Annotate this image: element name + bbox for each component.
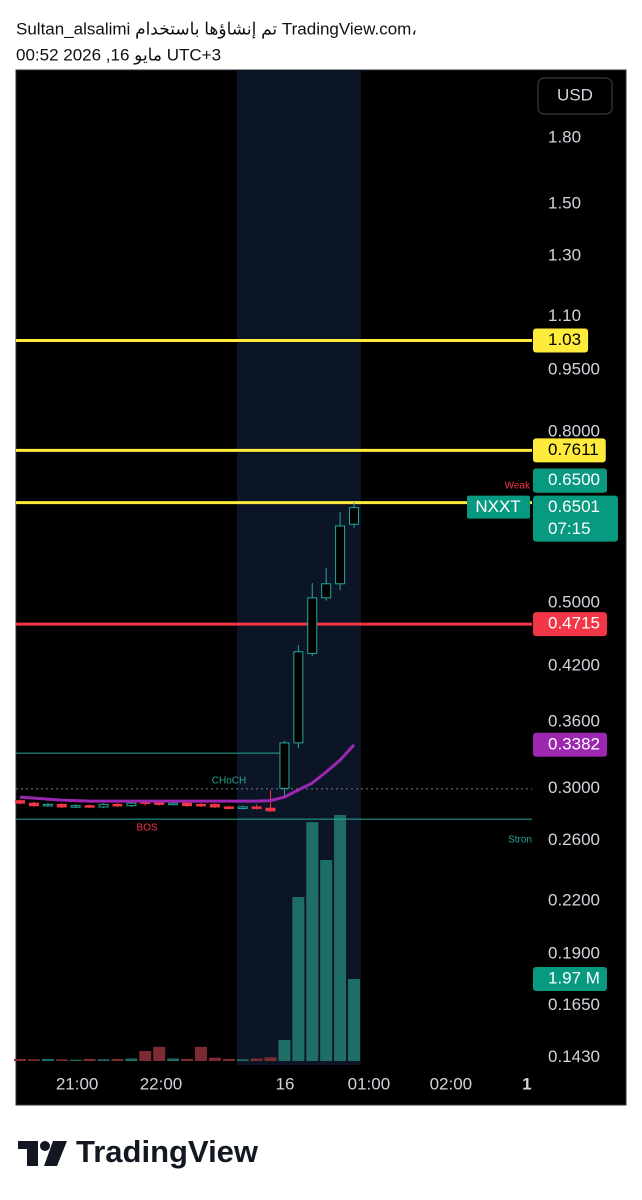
- y-tick-label: 0.5000: [548, 592, 600, 611]
- candle-body: [349, 507, 360, 525]
- candle-body: [168, 802, 179, 806]
- candle-body: [195, 803, 206, 807]
- candle-body: [182, 802, 193, 807]
- price-tag-label: 0.4715: [548, 614, 600, 633]
- header-line: Sultan_alsalimi تم إنشاؤها باستخدام Trad…: [16, 19, 417, 39]
- candle-body: [15, 800, 26, 804]
- volume-bar: [41, 1058, 54, 1061]
- candle-body: [293, 651, 304, 744]
- volume-bar: [139, 1051, 152, 1061]
- candle-body: [223, 806, 234, 809]
- volume-tag-label: 1.97 M: [548, 968, 600, 987]
- candle-body: [126, 802, 137, 807]
- volume-bar: [14, 1058, 27, 1061]
- price-tag-label: 0.6500: [548, 470, 600, 489]
- y-tick-label: 1.30: [548, 245, 581, 264]
- candle-body: [307, 597, 318, 654]
- structure-note: Stron: [508, 835, 532, 846]
- y-tick-label: 0.8000: [548, 422, 600, 441]
- y-tick-label: 0.2600: [548, 830, 600, 849]
- x-tick-label: 22:00: [140, 1074, 183, 1093]
- price-tag: [533, 328, 589, 353]
- price-tag: [533, 612, 607, 637]
- symbol-label: NXXT: [475, 497, 520, 516]
- price-tag: [533, 732, 607, 757]
- y-tick-label: 0.1430: [548, 1047, 600, 1066]
- volume-bar: [167, 1058, 180, 1061]
- volume-bar: [250, 1058, 263, 1061]
- x-tick-label: 16: [276, 1074, 295, 1093]
- volume-bar: [236, 1059, 249, 1061]
- volume-bar: [181, 1058, 194, 1061]
- volume-bar: [264, 1057, 277, 1061]
- price-tag-label: 0.7611: [548, 440, 599, 459]
- x-tick-label: 01:00: [348, 1074, 391, 1093]
- volume-tag: [533, 967, 607, 991]
- candle-body: [42, 803, 53, 807]
- candle-body: [98, 803, 109, 808]
- candle-body: [209, 803, 220, 808]
- volume-bar: [348, 979, 361, 1061]
- price-tag: [533, 438, 606, 463]
- x-tick-label: 21:00: [56, 1074, 99, 1093]
- volume-bar: [320, 859, 333, 1061]
- y-tick-label: 0.4200: [548, 656, 600, 675]
- y-tick-label: 0.1900: [548, 944, 600, 963]
- volume-bar: [55, 1059, 68, 1061]
- volume-bar: [208, 1057, 221, 1061]
- price-tag-label: 0.3382: [548, 734, 600, 753]
- candle-body: [251, 806, 262, 809]
- y-tick-label: 0.2200: [548, 890, 600, 909]
- price-tag-label: 1.03: [548, 330, 581, 349]
- volume-bar: [334, 815, 347, 1061]
- candle-body: [28, 802, 39, 807]
- candle-body: [70, 805, 81, 808]
- volume-bar: [292, 897, 305, 1061]
- brand: TradingView: [76, 1134, 259, 1169]
- y-tick-label: 1.50: [548, 194, 581, 213]
- y-tick-label: 0.1650: [548, 995, 600, 1014]
- volume-bar: [69, 1059, 82, 1061]
- price-tag: [533, 495, 618, 542]
- y-tick-label: 1.10: [548, 306, 581, 325]
- volume-bar: [97, 1059, 110, 1061]
- bos-label: BOS: [136, 823, 157, 834]
- volume-bar: [125, 1058, 138, 1061]
- candle-body: [56, 803, 67, 808]
- candle-body: [237, 806, 248, 809]
- candle-body: [265, 807, 276, 812]
- level-note: Weak: [505, 481, 531, 492]
- candle-body: [321, 583, 332, 599]
- volume-bar: [111, 1058, 124, 1061]
- volume-bar: [222, 1058, 235, 1061]
- volume-bar: [194, 1046, 207, 1061]
- x-tick-label: 1: [522, 1074, 531, 1093]
- candle-body: [84, 805, 95, 808]
- price-tag-label: 0.6501: [548, 497, 600, 516]
- volume-bar: [306, 822, 319, 1061]
- y-tick-label: 0.3000: [548, 778, 600, 797]
- candle-body: [112, 803, 123, 807]
- volume-bar: [27, 1059, 40, 1061]
- logo-icon: [18, 1141, 67, 1166]
- candle-body: [335, 525, 346, 585]
- header-line: 00:52 2026 ,16 مايو UTC+3: [16, 45, 221, 65]
- y-tick-label: 0.9500: [548, 359, 600, 378]
- volume-bar: [153, 1046, 166, 1061]
- countdown: 07:15: [548, 519, 591, 538]
- y-tick-label: 1.80: [548, 127, 581, 146]
- currency-button[interactable]: [537, 77, 613, 115]
- x-tick-label: 02:00: [430, 1074, 473, 1093]
- candle-body: [279, 742, 290, 789]
- symbol-tag: [467, 495, 530, 519]
- ma-line: [19, 743, 356, 803]
- volume-bar: [278, 1039, 291, 1061]
- structure-note: CHoCH: [212, 776, 246, 787]
- volume-bar: [83, 1058, 96, 1061]
- y-tick-label: 0.3600: [548, 712, 600, 731]
- currency[interactable]: USD: [557, 85, 593, 104]
- price-tag: [533, 468, 607, 493]
